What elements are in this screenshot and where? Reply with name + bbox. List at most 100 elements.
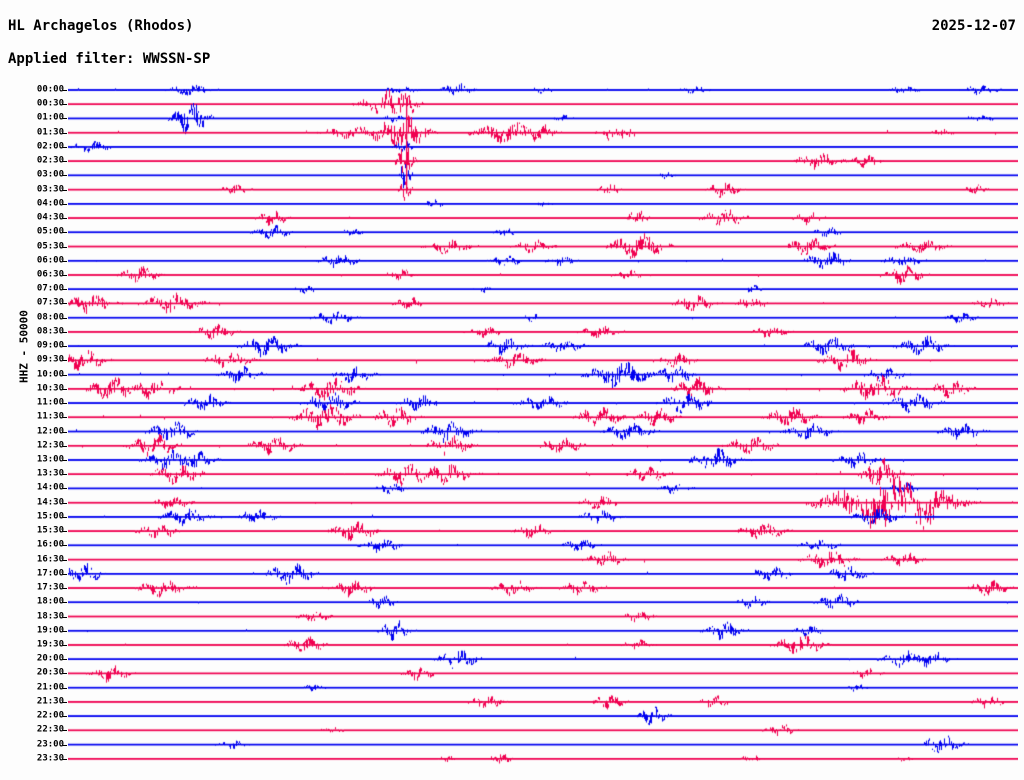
time-axis-tick [63,203,67,205]
time-axis-tick [63,588,67,590]
time-axis-tick [63,531,67,533]
time-label: 09:30 [36,354,64,365]
time-label: 04:30 [36,212,64,223]
time-label: 11:00 [36,397,64,408]
time-label: 16:30 [36,554,64,565]
time-axis-tick [63,146,67,148]
time-axis-tick [63,403,67,405]
time-axis-tick [63,673,67,675]
time-axis-tick [63,716,67,718]
time-axis-tick [63,659,67,661]
time-axis-tick [63,459,67,461]
time-label: 18:30 [36,611,64,621]
time-label: 21:30 [36,696,64,707]
time-label: 18:00 [36,596,64,607]
page-title: HL Archagelos (Rhodos) [8,18,194,34]
time-label: 10:00 [36,369,64,380]
time-axis-tick [63,104,67,106]
time-axis-tick [63,303,67,305]
time-label: 12:00 [36,426,64,437]
time-axis-tick [63,360,67,362]
date-label: 2025-12-07 [931,18,1016,34]
time-axis-tick [63,431,67,433]
time-label: 08:00 [36,312,64,323]
time-axis-tick [63,744,67,746]
time-axis-tick [63,218,67,220]
time-label: 23:00 [36,739,64,750]
time-label: 03:30 [36,184,64,195]
time-axis-tick [63,502,67,504]
time-label: 19:00 [36,625,64,636]
time-label: 22:30 [36,724,64,735]
time-label: 15:00 [36,511,64,522]
time-axis-tick [63,488,67,490]
time-label: 17:00 [36,568,64,579]
time-label: 00:30 [36,98,64,109]
time-axis-tick [63,90,67,91]
time-label: 15:30 [36,525,64,536]
time-axis-tick [63,644,67,646]
time-axis-tick [63,246,67,248]
time-axis-tick [63,758,67,760]
time-axis-tick [63,346,67,348]
time-axis-tick [63,559,67,561]
time-axis-tick [63,573,67,575]
seismogram-canvas [68,80,1018,772]
time-axis-tick [63,630,67,632]
time-label: 02:30 [36,155,64,166]
time-axis-tick [63,516,67,518]
time-label: 05:00 [36,226,64,237]
time-axis-tick [63,189,67,191]
time-axis-tick [63,388,67,390]
time-axis: 00:00 00:30 01:00 01:30 02:00 02:30 03:00 03:30… [0,80,70,770]
time-axis-tick [63,289,67,291]
time-label: 03:00 [36,169,64,180]
time-label: 06:00 [36,255,64,266]
time-label: 09:00 [36,340,64,351]
time-axis-tick [63,161,67,163]
time-axis-tick [63,602,67,604]
time-label: 13:00 [36,454,64,465]
time-label: 16:00 [36,539,64,550]
time-axis-tick [63,616,67,618]
time-label: 19:30 [36,639,64,650]
time-label: 14:00 [36,482,64,493]
time-label: 01:00 [36,112,64,123]
time-axis-tick [63,374,67,376]
time-axis-tick [63,545,67,547]
time-axis-tick [63,474,67,476]
time-label: 08:30 [36,326,64,337]
time-label: 13:30 [36,468,64,479]
time-label: 04:00 [36,198,64,209]
time-label: 22:00 [36,710,64,721]
time-label: 10:30 [36,383,64,394]
time-label: 14:30 [36,497,64,508]
time-label: 17:30 [36,582,64,593]
time-label: 00:00 [36,84,64,95]
time-axis-tick [63,687,67,689]
time-label: 12:30 [36,440,64,451]
time-label: 11:30 [36,411,64,422]
time-axis-tick [63,317,67,319]
time-label: 20:00 [36,653,64,664]
time-axis-tick [63,417,67,419]
time-axis-tick [63,260,67,262]
time-axis-tick [63,274,67,276]
time-axis-tick [63,331,67,333]
time-axis-tick [63,445,67,447]
time-label: 06:30 [36,269,64,280]
time-axis-tick [63,232,67,234]
time-label: 20:30 [36,667,64,678]
time-label: 07:00 [36,283,64,294]
time-axis-tick [63,701,67,703]
time-label: 05:30 [36,241,64,252]
time-label: 02:00 [36,141,64,152]
time-axis-tick [63,175,67,177]
time-label: 07:30 [36,297,64,308]
time-label: 23:30 [36,753,64,764]
time-axis-tick [63,132,67,134]
filter-label: Applied filter: WWSSN-SP [8,51,211,67]
time-axis-tick [63,118,67,120]
time-axis-tick [63,730,67,732]
